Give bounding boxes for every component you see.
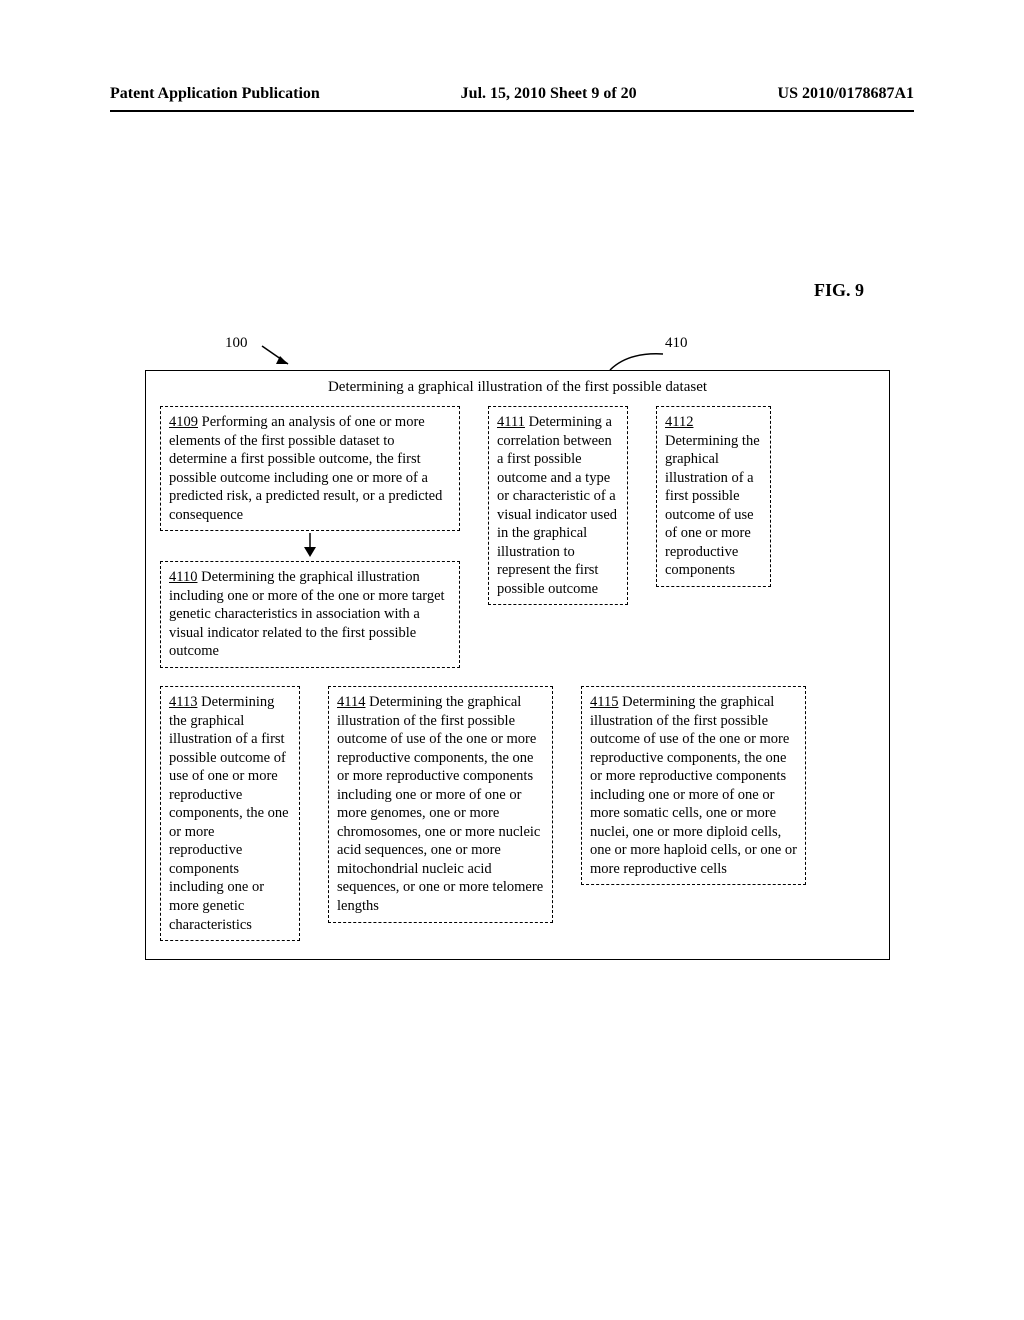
step-text: Determining the graphical illustration o… xyxy=(665,433,760,579)
header-left: Patent Application Publication xyxy=(110,85,320,103)
ref-num: 4114 xyxy=(337,694,365,710)
ref-num: 4113 xyxy=(169,694,197,710)
step-box-4113: 4113 Determining the graphical illustrat… xyxy=(160,686,300,941)
diagram-row-1: 4109 Performing an analysis of one or mo… xyxy=(160,406,875,668)
step-text: Determining the graphical illustration o… xyxy=(590,694,797,877)
column-left: 4109 Performing an analysis of one or mo… xyxy=(160,406,460,668)
ref-num: 4110 xyxy=(169,569,197,585)
step-text: Determining the graphical illustration o… xyxy=(169,694,289,933)
step-box-4115: 4115 Determining the graphical illustrat… xyxy=(581,686,806,885)
leader-410-label: 410 xyxy=(665,335,688,352)
step-box-4112: 4112 Determining the graphical illustrat… xyxy=(656,406,771,587)
ref-num: 4109 xyxy=(169,414,198,430)
ref-num: 4112 xyxy=(665,414,693,430)
diagram-outer-box: Determining a graphical illustration of … xyxy=(145,370,890,960)
page-header: Patent Application Publication Jul. 15, … xyxy=(110,85,914,103)
ref-num: 4111 xyxy=(497,414,525,430)
diagram-row-2: 4113 Determining the graphical illustrat… xyxy=(160,686,875,941)
step-box-4110: 4110 Determining the graphical illustrat… xyxy=(160,561,460,668)
header-center: Jul. 15, 2010 Sheet 9 of 20 xyxy=(461,85,637,103)
ref-num: 4115 xyxy=(590,694,618,710)
leader-arrow-icon xyxy=(260,344,300,372)
figure-label: FIG. 9 xyxy=(814,280,864,301)
step-text: Determining the graphical illustration o… xyxy=(337,694,543,914)
step-text: Determining the graphical illustration i… xyxy=(169,569,445,659)
header-right: US 2010/0178687A1 xyxy=(778,85,914,103)
arrow-down-icon xyxy=(301,533,319,559)
step-text: Performing an analysis of one or more el… xyxy=(169,414,442,523)
step-box-4114: 4114 Determining the graphical illustrat… xyxy=(328,686,553,923)
step-box-4109: 4109 Performing an analysis of one or mo… xyxy=(160,406,460,531)
header-rule xyxy=(110,110,914,112)
leader-100-label: 100 xyxy=(225,335,248,352)
diagram-title: Determining a graphical illustration of … xyxy=(160,379,875,396)
step-box-4111: 4111 Determining a correlation between a… xyxy=(488,406,628,605)
step-text: Determining a correlation between a firs… xyxy=(497,414,617,597)
